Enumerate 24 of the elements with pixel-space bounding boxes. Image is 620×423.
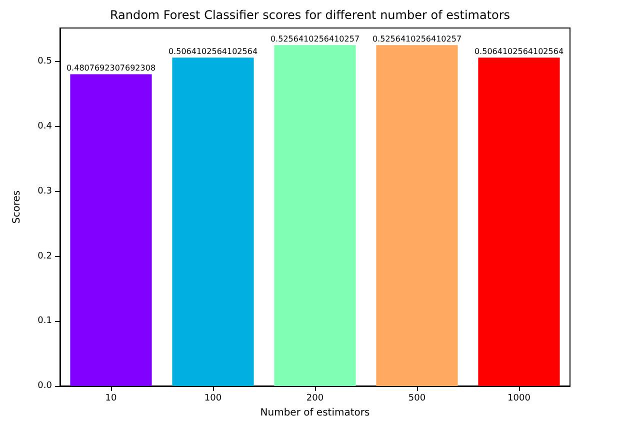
bar bbox=[478, 58, 560, 386]
y-tick-label: 0.0 bbox=[38, 381, 52, 391]
x-tick-label: 1000 bbox=[508, 394, 531, 404]
y-tick-label: 0.2 bbox=[38, 251, 52, 262]
x-tick-label: 200 bbox=[306, 394, 324, 404]
data-label: 0.5256410256410257 bbox=[270, 34, 360, 44]
y-tick-label: 0.5 bbox=[38, 56, 52, 67]
bar bbox=[274, 45, 356, 386]
bar bbox=[172, 58, 254, 386]
x-tick-label: 10 bbox=[105, 394, 117, 404]
data-label: 0.5064102564102564 bbox=[168, 47, 258, 56]
chart-title: Random Forest Classifier scores for different number of estimators bbox=[110, 8, 510, 22]
bar bbox=[376, 45, 458, 386]
data-label: 0.5064102564102564 bbox=[474, 47, 564, 56]
bar bbox=[70, 74, 152, 386]
y-tick-label: 0.4 bbox=[38, 122, 52, 132]
data-label: 0.5256410256410257 bbox=[372, 34, 462, 44]
y-tick-label: 0.3 bbox=[38, 186, 52, 196]
y-tick-label: 0.1 bbox=[38, 316, 52, 326]
x-axis-title: Number of estimators bbox=[260, 408, 370, 418]
y-axis-title: Scores bbox=[12, 190, 22, 224]
x-tick-label: 100 bbox=[204, 394, 222, 404]
data-label: 0.4807692307692308 bbox=[66, 64, 156, 73]
x-tick-label: 500 bbox=[408, 394, 426, 404]
